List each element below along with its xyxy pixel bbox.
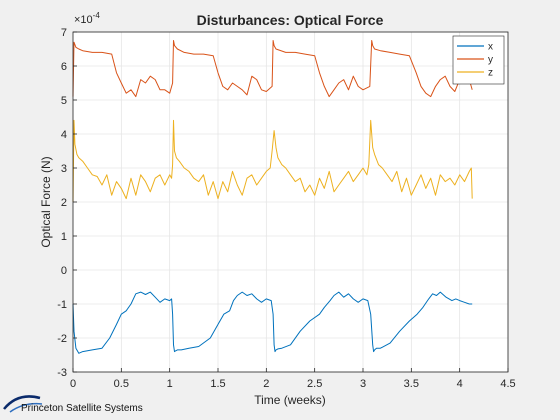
x-tick-label: 1.5: [210, 378, 225, 390]
logo-swoosh-accent-icon: [9, 402, 43, 413]
y-tick-label: -3: [57, 367, 67, 379]
y-exponent-label: ×10-4: [74, 11, 100, 26]
legend-box: [452, 35, 505, 85]
x-tick-label: 2: [263, 378, 269, 390]
x-tick-label: 3: [360, 378, 366, 390]
x-tick-label: 0.5: [114, 378, 129, 390]
series-group: [72, 40, 473, 354]
y-tick-label: 4: [61, 129, 67, 141]
x-tick-label: 3.5: [404, 378, 419, 390]
y-tick-label: 5: [61, 95, 67, 107]
footer-brand: Princeton Satellite Systems: [21, 403, 143, 414]
series-line-z: [72, 119, 473, 203]
y-tick-label: -1: [57, 299, 67, 311]
x-tick-label: 4.5: [500, 378, 515, 390]
y-tick-label: 2: [61, 197, 67, 209]
y-tick-label: 0: [61, 265, 67, 277]
chart-title: Disturbances: Optical Force: [197, 12, 384, 28]
exponent-base: ×10: [74, 14, 93, 26]
x-axis: 0 0.5 1 1.5 2 2.5 3 3.5 4 4.5: [70, 368, 516, 390]
legend: xyz: [452, 35, 505, 85]
y-axis: -3 -2 -1 0 1 2 3 4 5 6 7: [57, 27, 77, 379]
x-tick-label: 0: [70, 378, 76, 390]
x-tick-label: 4: [457, 378, 463, 390]
y-tick-label: 3: [61, 163, 67, 175]
exponent-power: -4: [93, 11, 101, 20]
grid: [72, 31, 509, 373]
x-tick-label: 1: [167, 378, 173, 390]
series-line-x: [72, 291, 473, 354]
x-axis-label: Time (weeks): [254, 393, 326, 407]
y-tick-label: 6: [61, 61, 67, 73]
y-tick-label: 1: [61, 231, 67, 243]
y-tick-label: -2: [57, 333, 67, 345]
legend-label-y: y: [488, 55, 493, 66]
x-tick-label: 2.5: [307, 378, 322, 390]
y-tick-label: 7: [61, 27, 67, 39]
legend-label-z: z: [488, 68, 493, 79]
logo-swoosh-icon: [3, 395, 41, 410]
footer-logo: Princeton Satellite Systems: [3, 395, 143, 414]
series-line-y: [72, 40, 473, 98]
y-axis-label: Optical Force (N): [39, 156, 53, 247]
legend-label-x: x: [488, 42, 493, 53]
